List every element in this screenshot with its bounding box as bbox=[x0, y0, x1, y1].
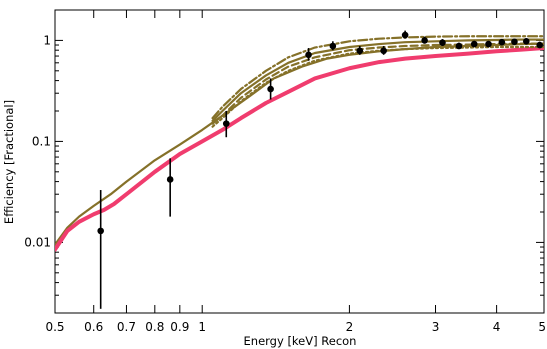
data-point bbox=[439, 39, 446, 46]
x-tick-label: 3 bbox=[432, 320, 440, 334]
data-point bbox=[456, 43, 463, 50]
series-line-pink-solid bbox=[55, 48, 544, 249]
series-line-olive-dashed bbox=[213, 44, 544, 124]
x-axis-title: Energy [keV] Recon bbox=[244, 334, 357, 348]
plot-frame bbox=[55, 10, 544, 313]
x-tick-label: 2 bbox=[346, 320, 354, 334]
x-tick-label: 5 bbox=[538, 320, 546, 334]
x-tick-label: 0.7 bbox=[117, 320, 136, 334]
x-tick-label: 0.8 bbox=[145, 320, 164, 334]
y-tick-label: 0.01 bbox=[24, 235, 51, 249]
data-point bbox=[380, 47, 387, 54]
data-point bbox=[421, 37, 428, 44]
data-point bbox=[485, 41, 492, 48]
data-point bbox=[523, 38, 530, 45]
x-tick-label: 1 bbox=[198, 320, 206, 334]
data-point bbox=[356, 47, 363, 54]
data-point bbox=[499, 39, 506, 46]
data-point bbox=[267, 86, 274, 93]
data-point bbox=[167, 176, 174, 183]
x-tick-label: 0.9 bbox=[170, 320, 189, 334]
y-tick-label: 1 bbox=[43, 33, 51, 47]
series-line-olive-solid bbox=[55, 44, 544, 245]
data-point bbox=[97, 228, 104, 235]
data-point bbox=[402, 32, 409, 39]
x-tick-label: 4 bbox=[493, 320, 501, 334]
y-tick-label: 0.1 bbox=[32, 134, 51, 148]
data-points-layer bbox=[97, 31, 543, 309]
x-tick-label: 0.6 bbox=[84, 320, 103, 334]
x-tick-label: 0.5 bbox=[45, 320, 64, 334]
series-layer bbox=[55, 36, 544, 249]
data-point bbox=[471, 41, 478, 48]
data-point bbox=[536, 42, 543, 49]
data-point bbox=[305, 52, 312, 59]
data-point bbox=[223, 120, 230, 127]
data-point bbox=[330, 43, 337, 50]
data-point bbox=[511, 38, 518, 45]
y-axis-title: Efficiency [Fractional] bbox=[2, 100, 16, 224]
